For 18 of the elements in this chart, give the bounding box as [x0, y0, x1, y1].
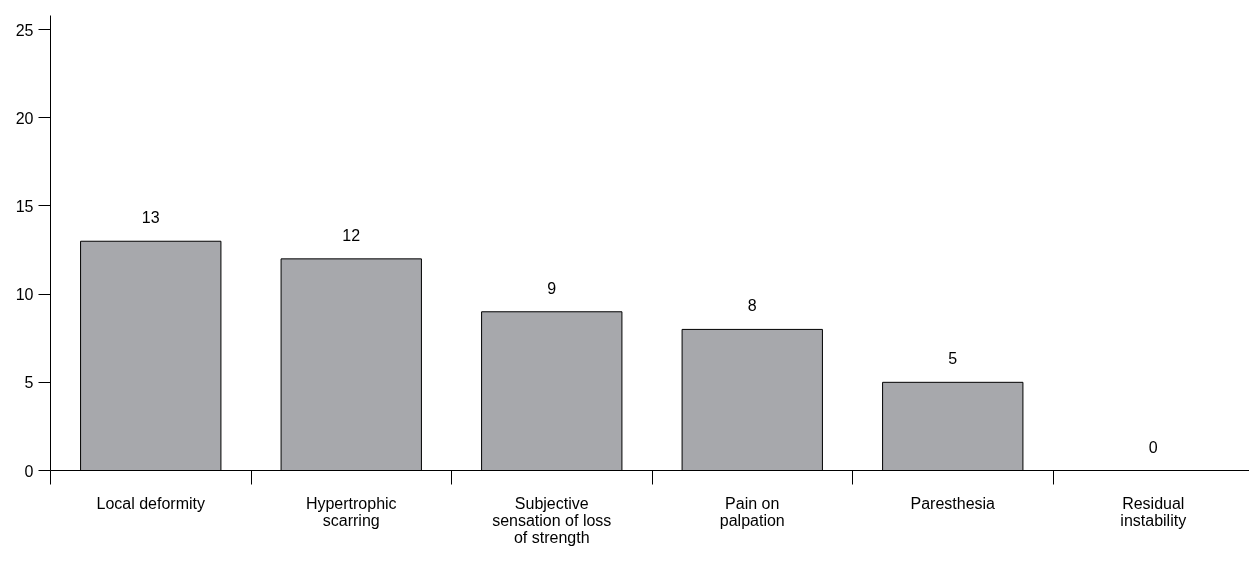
x-tick-label: Local deformity	[96, 494, 205, 512]
y-tick-label: 25	[15, 21, 34, 39]
y-tick-label: 5	[24, 374, 34, 392]
x-tick-label: Subjective sensation of loss of strength	[492, 494, 612, 546]
data-label: 5	[948, 350, 958, 368]
data-label: 13	[141, 209, 160, 227]
y-tick-label: 15	[15, 197, 34, 215]
x-tick-label: Hypertrophic scarring	[305, 494, 397, 529]
y-tick-label: 20	[15, 109, 34, 127]
x-tick-label: Paresthesia	[910, 494, 996, 512]
data-label: 0	[1148, 438, 1158, 456]
x-tick-label: Residual instability	[1120, 494, 1187, 529]
data-label: 9	[547, 279, 557, 297]
y-tick-label: 0	[24, 462, 34, 480]
data-label: 12	[342, 226, 361, 244]
x-tick-label: Pain on palpation	[719, 494, 785, 529]
y-tick-label: 10	[15, 286, 34, 304]
data-label: 8	[747, 297, 757, 315]
